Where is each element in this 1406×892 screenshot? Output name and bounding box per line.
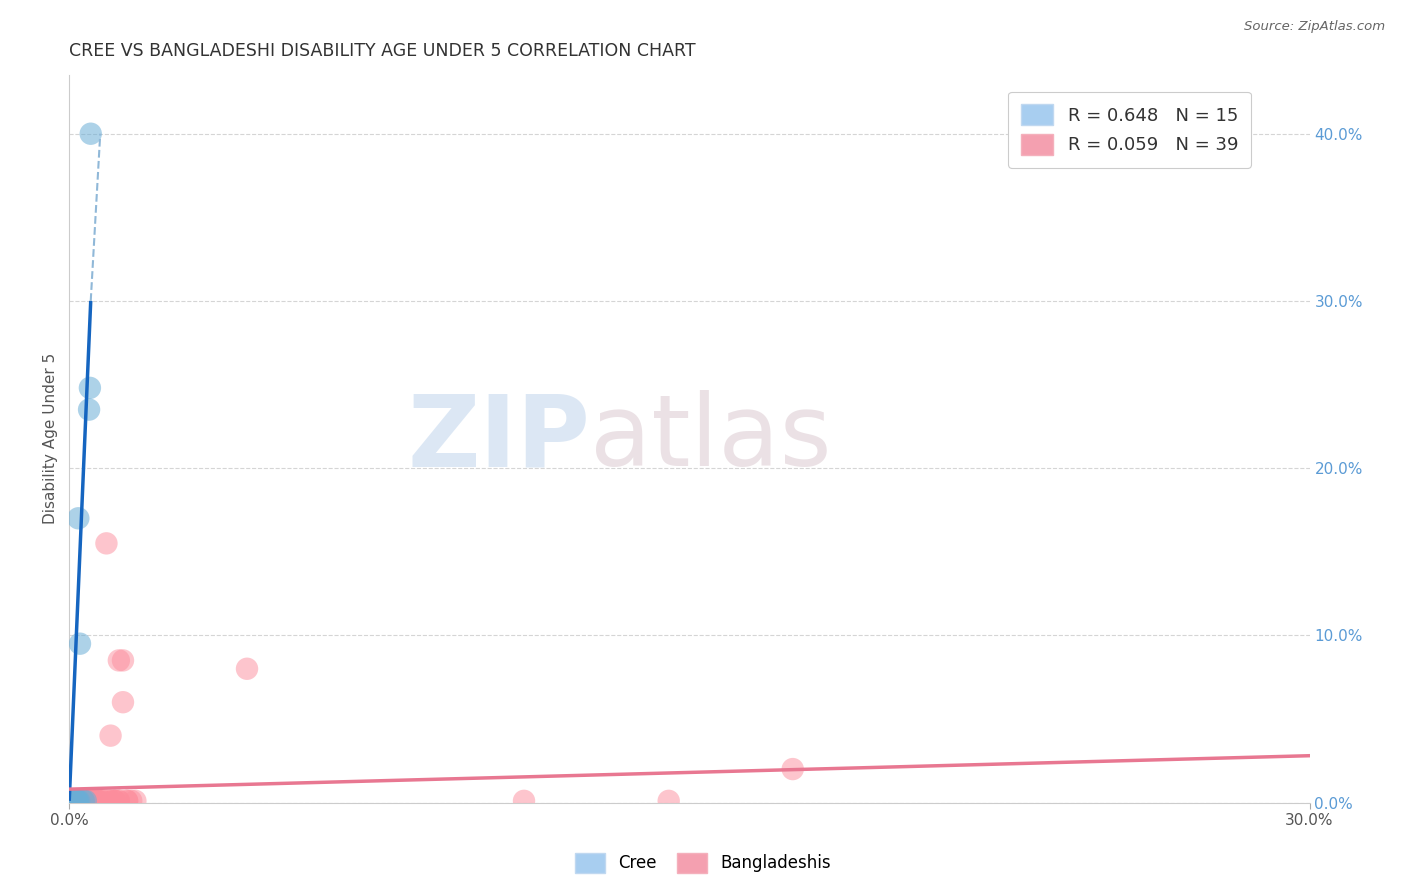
Point	[658, 794, 681, 808]
Point	[236, 662, 259, 676]
Point	[83, 794, 105, 808]
Point	[75, 794, 97, 808]
Point	[67, 794, 90, 808]
Point	[782, 762, 804, 776]
Point	[91, 794, 114, 808]
Point	[65, 794, 87, 808]
Point	[77, 402, 100, 417]
Point	[115, 794, 138, 808]
Point	[63, 794, 86, 808]
Point	[100, 794, 122, 808]
Point	[513, 794, 536, 808]
Point	[79, 381, 101, 395]
Point	[79, 794, 101, 808]
Point	[108, 794, 131, 808]
Point	[67, 511, 90, 525]
Point	[115, 794, 138, 808]
Point	[87, 794, 110, 808]
Point	[111, 695, 134, 709]
Legend: R = 0.648   N = 15, R = 0.059   N = 39: R = 0.648 N = 15, R = 0.059 N = 39	[1008, 92, 1251, 168]
Point	[75, 794, 97, 808]
Point	[83, 794, 105, 808]
Point	[65, 794, 87, 808]
Point	[70, 794, 93, 808]
Point	[75, 794, 97, 808]
Point	[87, 794, 110, 808]
Point	[80, 127, 103, 141]
Point	[87, 794, 110, 808]
Point	[96, 536, 118, 550]
Point	[79, 794, 101, 808]
Text: atlas: atlas	[591, 391, 832, 487]
Text: Source: ZipAtlas.com: Source: ZipAtlas.com	[1244, 20, 1385, 33]
Point	[104, 794, 127, 808]
Point	[108, 794, 131, 808]
Point	[66, 794, 89, 808]
Legend: Cree, Bangladeshis: Cree, Bangladeshis	[568, 847, 838, 880]
Point	[66, 794, 89, 808]
Y-axis label: Disability Age Under 5: Disability Age Under 5	[44, 353, 58, 524]
Point	[70, 794, 93, 808]
Point	[104, 794, 127, 808]
Point	[96, 794, 118, 808]
Point	[108, 653, 131, 667]
Point	[111, 653, 134, 667]
Point	[63, 794, 86, 808]
Point	[120, 794, 142, 808]
Point	[66, 794, 89, 808]
Point	[66, 794, 89, 808]
Point	[83, 794, 105, 808]
Point	[87, 794, 110, 808]
Point	[73, 794, 96, 808]
Point	[91, 794, 114, 808]
Text: ZIP: ZIP	[408, 391, 591, 487]
Text: CREE VS BANGLADESHI DISABILITY AGE UNDER 5 CORRELATION CHART: CREE VS BANGLADESHI DISABILITY AGE UNDER…	[69, 42, 696, 60]
Point	[100, 794, 122, 808]
Point	[124, 794, 146, 808]
Point	[69, 637, 91, 651]
Point	[104, 794, 127, 808]
Point	[62, 794, 84, 808]
Point	[79, 794, 101, 808]
Point	[100, 729, 122, 743]
